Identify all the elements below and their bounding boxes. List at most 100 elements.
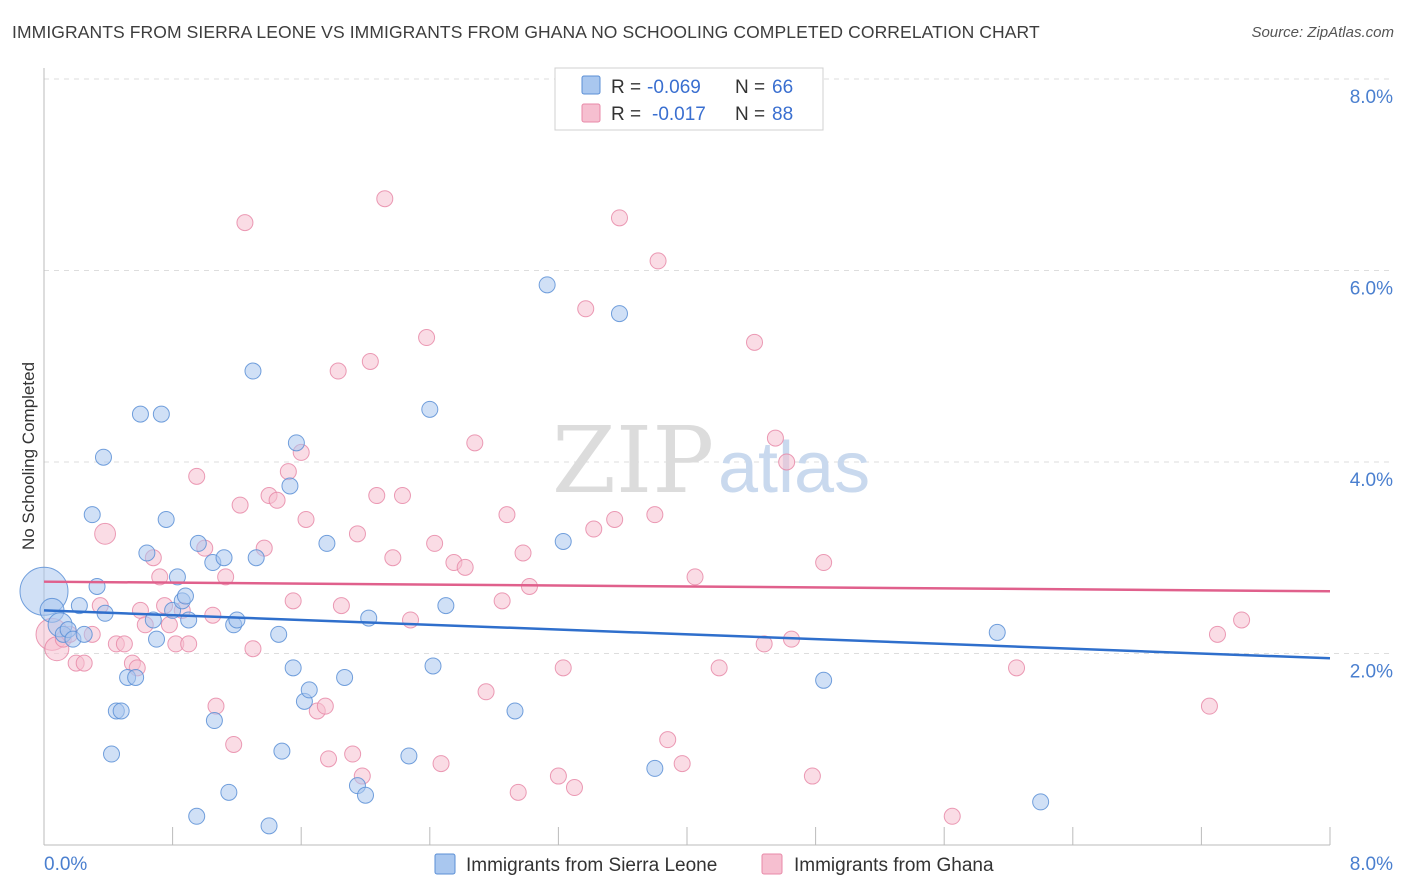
scatter-point — [260, 817, 278, 835]
scatter-point — [217, 568, 235, 586]
scatter-point — [384, 549, 402, 567]
scatter-point — [127, 668, 145, 686]
scatter-point — [400, 747, 418, 765]
scatter-point — [138, 544, 156, 562]
tick-labels: 2.0% 4.0% 6.0% 8.0% 0.0% 8.0% — [44, 87, 1393, 875]
scatter-point — [270, 625, 288, 643]
scatter-point — [344, 745, 362, 763]
scatter-point — [131, 405, 149, 423]
scatter-point — [1008, 659, 1026, 677]
scatter-point — [432, 755, 450, 773]
scatter-point — [402, 611, 420, 629]
scatter-point — [815, 554, 833, 572]
scatter-point — [336, 668, 354, 686]
scatter-point — [94, 448, 112, 466]
scatter-point — [70, 597, 88, 615]
scatter-point — [506, 702, 524, 720]
chart-title: IMMIGRANTS FROM SIERRA LEONE VS IMMIGRAN… — [12, 22, 1040, 42]
scatter-point — [207, 697, 225, 715]
scatter-point — [357, 786, 374, 804]
scatter-point — [300, 681, 318, 699]
scatter-point — [284, 659, 302, 677]
bottom-legend-label-ghana: Immigrants from Ghana — [794, 855, 994, 876]
scatter-point — [215, 549, 233, 567]
bottom-legend-label-sierra-leone: Immigrants from Sierra Leone — [466, 855, 717, 876]
scatter-point — [228, 611, 246, 629]
legend-swatch-sierra-leone — [581, 75, 601, 95]
scatter-point — [75, 625, 93, 643]
scatter-point — [160, 616, 178, 634]
scatter-point — [244, 362, 262, 380]
legend-n-value-a: 66 — [772, 77, 793, 98]
scatter-point — [231, 496, 249, 514]
scatter-point — [316, 697, 334, 715]
scatter-point — [437, 597, 455, 615]
watermark-zip: ZIP — [552, 407, 714, 514]
scatter-point — [498, 506, 516, 524]
scatter-point — [418, 329, 436, 347]
grid-lines — [44, 78, 1390, 654]
scatter-point — [815, 671, 833, 689]
scatter-point — [943, 807, 961, 825]
legend-r-value-a: -0.069 — [647, 77, 701, 98]
legend-n-value-b: 88 — [772, 104, 793, 125]
y-tick-label: 8.0% — [1350, 87, 1393, 108]
scatter-point — [188, 807, 206, 825]
scatter-point — [348, 525, 366, 543]
scatter-point — [710, 659, 728, 677]
scatter-point — [424, 657, 442, 675]
scatter-point — [75, 654, 93, 672]
scatter-point — [112, 702, 130, 720]
chart-source: Source: ZipAtlas.com — [1251, 24, 1394, 41]
scatter-point — [247, 549, 265, 567]
scatter-point — [320, 750, 338, 768]
scatter-point — [151, 568, 169, 586]
scatter-point — [466, 434, 484, 452]
scatter-point — [610, 209, 628, 227]
scatter-point — [1032, 793, 1050, 811]
scatter-point — [329, 362, 347, 380]
scatter-point — [281, 477, 299, 495]
scatter-point — [755, 635, 773, 653]
watermark: ZIP atlas — [552, 407, 870, 514]
scatter-point — [189, 534, 207, 552]
scatter-point — [361, 352, 379, 370]
scatter-point — [94, 522, 116, 545]
scatter-point — [426, 534, 444, 552]
scatter-point — [659, 731, 677, 749]
scatter-point — [585, 520, 603, 538]
scatter-point — [287, 434, 305, 452]
scatter-point — [376, 190, 394, 208]
scatter-point — [456, 558, 474, 576]
scatter-point — [273, 742, 291, 760]
series-sierra-leone-points — [19, 276, 1050, 835]
scatter-point — [673, 755, 691, 773]
axes — [43, 68, 1331, 846]
scatter-point — [83, 506, 101, 524]
scatter-point — [509, 783, 527, 801]
scatter-point — [646, 506, 664, 524]
scatter-point — [279, 463, 297, 481]
scatter-point — [554, 532, 572, 550]
scatter-point — [205, 712, 223, 730]
bottom-legend-swatch-ghana — [761, 853, 783, 875]
scatter-point — [606, 510, 624, 528]
scatter-point — [204, 606, 222, 624]
scatter-point — [514, 544, 532, 562]
scatter-point — [766, 429, 784, 447]
scatter-point — [284, 592, 302, 610]
series-ghana-points — [35, 190, 1251, 825]
scatter-point — [297, 510, 315, 528]
scatter-point — [649, 252, 667, 270]
scatter-point — [988, 623, 1006, 641]
legend-n-label-b: N = — [735, 104, 765, 125]
legend-r-label-b: R = — [611, 104, 641, 125]
correlation-legend: R = -0.069 N = 66 R = -0.017 N = 88 — [554, 67, 824, 131]
scatter-point — [477, 683, 495, 701]
y-tick-label: 6.0% — [1350, 279, 1393, 300]
x-tick-label: 8.0% — [1350, 854, 1393, 875]
scatter-point — [180, 635, 198, 653]
scatter-point — [144, 611, 162, 629]
scatter-point — [268, 491, 286, 509]
